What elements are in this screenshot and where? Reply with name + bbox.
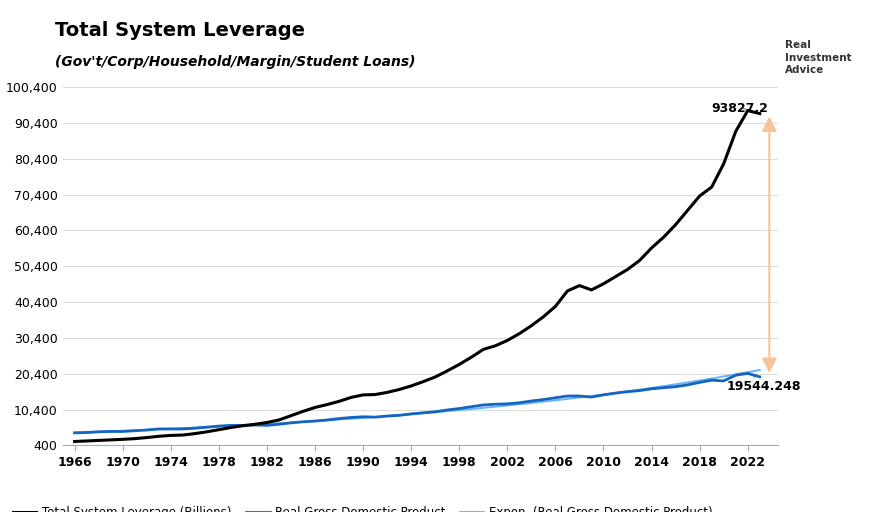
Expon. (Real Gross Domestic Product) [646, 385, 657, 391]
Real Gross Domestic Product [238, 422, 249, 429]
Total System Leverage (Billions) [574, 283, 585, 289]
Line: Expon. (Real Gross Domestic Product): Expon. (Real Gross Domestic Product) [74, 370, 760, 433]
Total System Leverage (Billions) [646, 245, 657, 251]
Text: Real
Investment
Advice: Real Investment Advice [785, 40, 852, 75]
Line: Real Gross Domestic Product: Real Gross Domestic Product [74, 373, 760, 433]
Expon. (Real Gross Domestic Product) [477, 405, 488, 411]
Text: Total System Leverage: Total System Leverage [55, 22, 306, 40]
Real Gross Domestic Product [574, 393, 585, 399]
Real Gross Domestic Product [742, 370, 753, 376]
Real Gross Domestic Product [526, 398, 536, 404]
Real Gross Domestic Product [646, 386, 657, 392]
Text: 19544.248: 19544.248 [726, 377, 801, 393]
Real Gross Domestic Product [755, 374, 765, 380]
Total System Leverage (Billions) [742, 108, 753, 114]
Total System Leverage (Billions) [225, 424, 236, 431]
Total System Leverage (Billions) [755, 111, 765, 117]
Expon. (Real Gross Domestic Product) [690, 378, 701, 384]
Line: Total System Leverage (Billions): Total System Leverage (Billions) [74, 111, 760, 441]
Real Gross Domestic Product [225, 422, 236, 429]
Expon. (Real Gross Domestic Product) [72, 430, 82, 436]
Total System Leverage (Billions) [718, 161, 729, 167]
Expon. (Real Gross Domestic Product) [69, 430, 80, 436]
Total System Leverage (Billions) [69, 438, 80, 444]
Text: 93827.2: 93827.2 [712, 102, 769, 115]
Expon. (Real Gross Domestic Product) [489, 404, 500, 410]
Real Gross Domestic Product [69, 430, 80, 436]
Real Gross Domestic Product [718, 378, 729, 384]
Text: (Gov't/Corp/Household/Margin/Student Loans): (Gov't/Corp/Household/Margin/Student Loa… [55, 55, 416, 69]
Expon. (Real Gross Domestic Product) [755, 367, 765, 373]
Total System Leverage (Billions) [526, 323, 536, 329]
Expon. (Real Gross Domestic Product) [475, 405, 485, 411]
Legend: Total System Leverage (Billions), Real Gross Domestic Product, Expon. (Real Gros: Total System Leverage (Billions), Real G… [8, 502, 718, 512]
Total System Leverage (Billions) [238, 423, 249, 429]
